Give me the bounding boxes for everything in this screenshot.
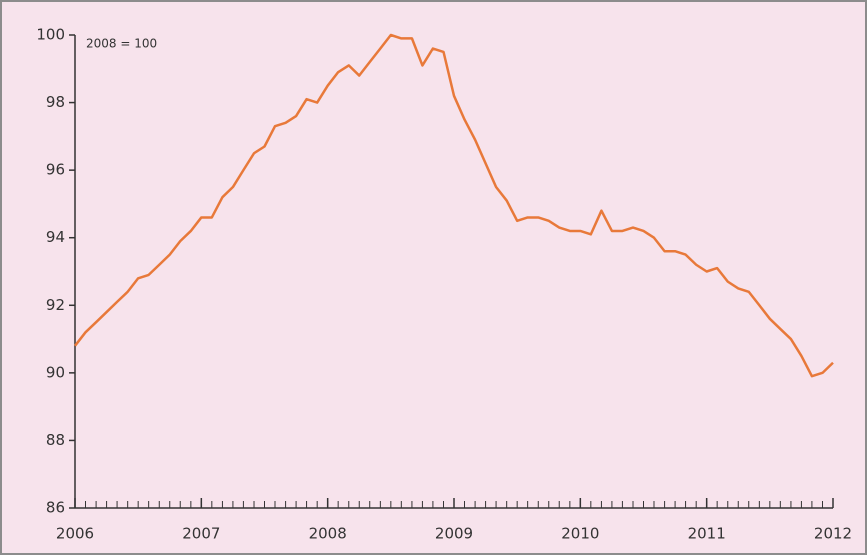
x-tick-label: 2010: [561, 525, 599, 543]
data-line: [74, 33, 834, 378]
x-tick-label: 2009: [435, 525, 473, 543]
y-tick-label: 88: [46, 431, 65, 449]
y-tick-label: 96: [46, 161, 65, 179]
annotation: 2008 = 100: [86, 37, 157, 51]
y-tick-label: 86: [46, 499, 65, 517]
x-tick-label: 2007: [182, 525, 220, 543]
y-tick-label: 92: [46, 296, 65, 314]
y-tick-label: 100: [36, 26, 65, 44]
x-tick-label: 2006: [56, 525, 94, 543]
y-tick-label: 90: [46, 363, 65, 381]
y-tick-label: 94: [46, 228, 65, 246]
x-tick-label: 2012: [814, 525, 852, 543]
y-tick-label: 98: [46, 93, 65, 111]
x-tick-label: 2011: [688, 525, 726, 543]
x-tick-label: 2008: [309, 525, 347, 543]
